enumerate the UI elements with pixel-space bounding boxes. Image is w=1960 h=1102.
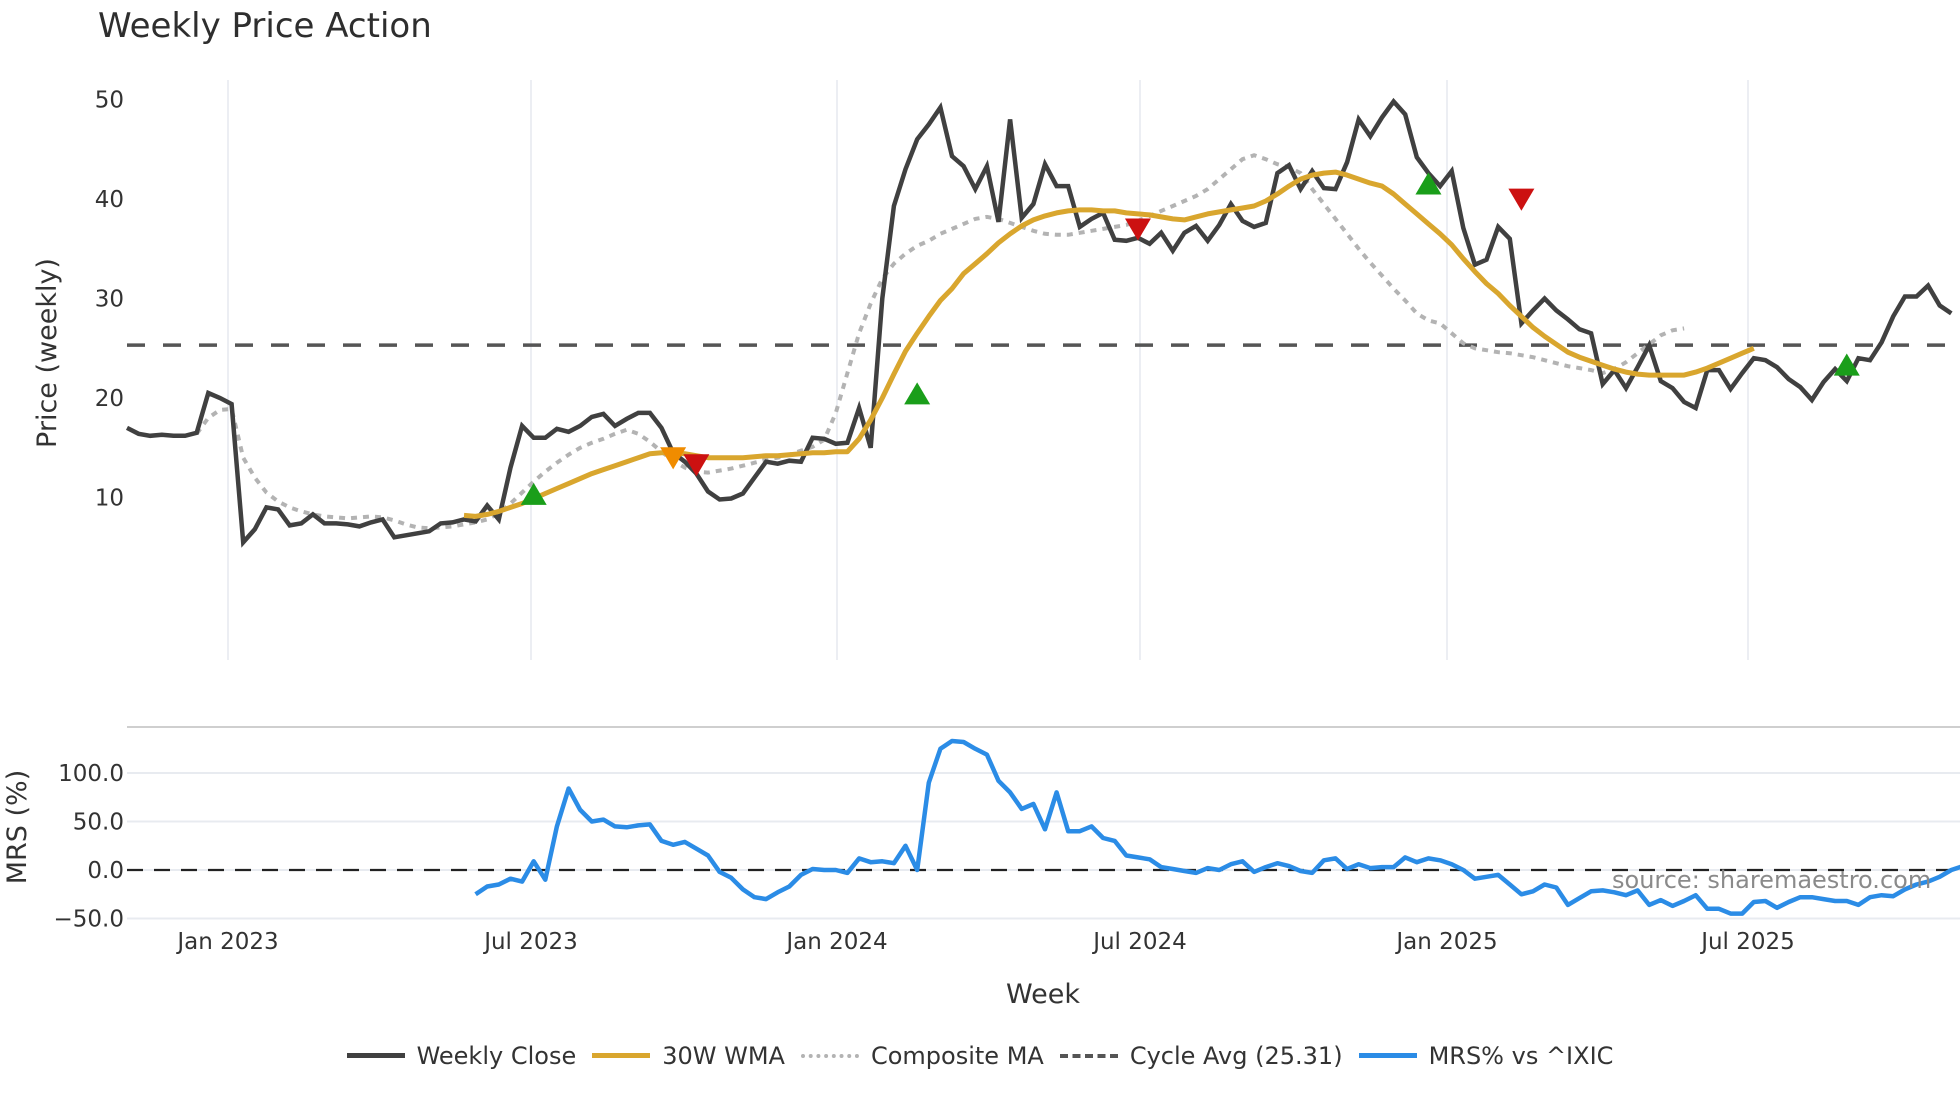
legend-label: Cycle Avg (25.31) <box>1129 1042 1343 1070</box>
legend-label: Weekly Close <box>416 1041 577 1070</box>
legend-label: 30W WMA <box>662 1041 785 1070</box>
x-tick-label: Jul 2023 <box>482 929 578 955</box>
legend-label: Composite MA <box>870 1042 1044 1070</box>
signal-markers <box>520 172 1860 505</box>
y-axis-label-price: Price (weekly) <box>32 258 63 448</box>
buy-signal-icon <box>520 482 547 505</box>
legend-swatch-icon <box>592 1053 651 1058</box>
legend-item[interactable]: Weekly Close <box>346 1041 577 1070</box>
mrs-tick-label: −50.0 <box>54 907 124 933</box>
source-attribution: source: sharemaestro.com <box>1612 866 1932 894</box>
y-tick-label: 20 <box>95 386 124 412</box>
y-tick-label: 30 <box>95 287 124 313</box>
x-tick-label: Jul 2025 <box>1699 929 1795 955</box>
mrs-tick-label: 100.0 <box>58 761 124 787</box>
sell-signal-icon <box>1508 188 1535 211</box>
legend-swatch-icon <box>800 1054 859 1058</box>
buy-signal-icon <box>1415 172 1442 195</box>
vertical-gridlines <box>227 80 1749 660</box>
chart-title: Weekly Price Action <box>98 6 432 46</box>
y-axis-label-mrs: MRS (%) <box>2 770 33 885</box>
legend-swatch-icon <box>1358 1053 1417 1058</box>
legend-item[interactable]: Cycle Avg (25.31) <box>1059 1042 1343 1070</box>
x-tick-label: Jan 2023 <box>175 929 278 955</box>
sell-signal-icon <box>1124 218 1151 241</box>
buy-signal-icon <box>904 382 931 405</box>
buy-signal-icon <box>1833 353 1860 376</box>
x-axis-label: Week <box>1006 979 1080 1010</box>
mrs-series <box>474 738 1960 916</box>
y-tick-label: 10 <box>95 486 124 512</box>
legend-item[interactable]: Composite MA <box>800 1042 1044 1070</box>
y-tick-label: 50 <box>95 88 124 114</box>
legend-item[interactable]: MRS% vs ^IXIC <box>1358 1041 1614 1070</box>
mrs-gridlines <box>127 772 1960 920</box>
mrs-tick-label: 50.0 <box>73 810 124 836</box>
legend-swatch-icon <box>1059 1054 1118 1058</box>
legend-label: MRS% vs ^IXIC <box>1428 1041 1614 1070</box>
price-series <box>125 97 1953 548</box>
x-tick-label: Jan 2025 <box>1394 929 1497 955</box>
axis-ticks: Jan 2023 Jul 2023 Jan 2024 Jul 2024 Jan 2025… <box>54 88 1795 956</box>
legend: Weekly Close 30W WMA Composite MA Cycle Avg… <box>0 1036 1960 1070</box>
legend-item[interactable]: 30W WMA <box>592 1042 785 1070</box>
mrs-tick-label: 0.0 <box>87 858 124 884</box>
y-tick-label: 40 <box>95 187 124 213</box>
x-tick-label: Jan 2024 <box>784 929 887 955</box>
legend-swatch-icon <box>346 1053 405 1058</box>
sell-signal-icon <box>660 447 687 470</box>
x-tick-label: Jul 2024 <box>1091 929 1187 955</box>
sell-signal-icon <box>683 454 710 477</box>
